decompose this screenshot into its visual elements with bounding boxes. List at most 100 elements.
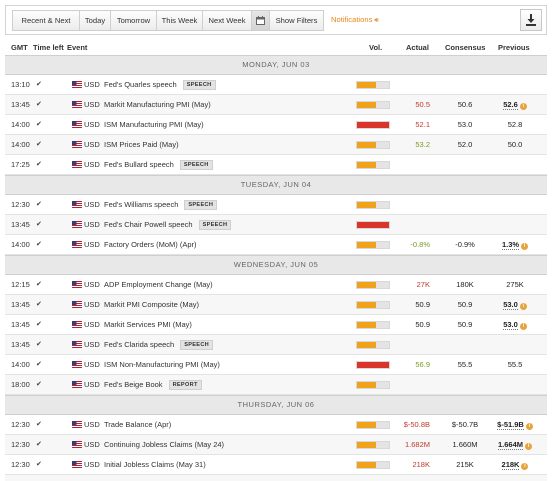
event-name[interactable]: Fed's Clarida speech SPEECH — [104, 335, 214, 355]
event-title[interactable]: ISM Manufacturing PMI (May) — [104, 120, 204, 129]
event-name[interactable]: Factory Orders (MoM) (Apr) — [104, 235, 197, 255]
us-flag-icon — [72, 441, 82, 448]
event-title[interactable]: ISM Prices Paid (May) — [104, 140, 179, 149]
col-gmt[interactable]: GMT — [11, 43, 28, 52]
event-name[interactable]: Trade Balance (Apr) — [104, 415, 171, 435]
revised-info-icon[interactable]: i — [521, 463, 529, 470]
event-name[interactable]: Initial Jobless Claims (May 31) — [104, 455, 206, 475]
event-title[interactable]: Markit PMI Composite (May) — [104, 300, 200, 309]
event-title[interactable]: Fed's Quarles speech — [104, 80, 177, 89]
revised-info-icon[interactable]: i — [519, 323, 527, 330]
col-time-left[interactable]: Time left — [33, 43, 64, 52]
today-button[interactable]: Today — [79, 10, 111, 31]
event-title[interactable]: Trade Balance (Apr) — [104, 420, 172, 429]
download-button[interactable] — [520, 9, 542, 31]
col-actual[interactable]: Actual — [406, 43, 429, 52]
event-name[interactable]: Fed's Williams speech SPEECH — [104, 195, 218, 215]
event-time: 13:45 — [11, 340, 30, 349]
revised-info-icon[interactable]: i — [519, 103, 527, 110]
event-title[interactable]: Fed's Beige Book — [104, 380, 163, 389]
volatility-bar — [356, 381, 390, 389]
event-row[interactable]: 13:45 ✔ USD Fed's Chair Powell speech SPEECH — [5, 215, 547, 235]
event-title[interactable]: Initial Jobless Claims (May 31) — [104, 460, 206, 469]
event-title[interactable]: Continuing Jobless Claims (May 24) — [104, 440, 225, 449]
check-icon: ✔ — [36, 475, 42, 481]
event-name[interactable]: Markit Manufacturing PMI (May) — [104, 95, 211, 115]
event-time: 17:25 — [11, 160, 30, 169]
previous-value: 218K i — [485, 455, 545, 475]
event-name[interactable]: ISM Manufacturing PMI (May) — [104, 115, 204, 135]
event-row[interactable]: 13:45 ✔ USD Markit Manufacturing PMI (May) 5… — [5, 95, 547, 115]
actual-value: -1.6% — [390, 475, 430, 481]
revised-info-icon[interactable]: i — [525, 443, 533, 450]
event-row[interactable]: 13:45 ✔ USD Markit PMI Composite (May) 50.9 5… — [5, 295, 547, 315]
event-row[interactable]: 14:00 ✔ USD ISM Non-Manufacturing PMI (May)… — [5, 355, 547, 375]
event-title[interactable]: Fed's Williams speech — [104, 200, 179, 209]
event-title[interactable]: Fed's Clarida speech — [104, 340, 175, 349]
event-name[interactable]: ADP Employment Change (May) — [104, 275, 213, 295]
revised-info-icon[interactable]: i — [519, 303, 527, 310]
event-title[interactable]: Fed's Bullard speech — [104, 160, 174, 169]
revised-info-icon[interactable]: i — [521, 243, 529, 250]
volatility-bar — [356, 301, 390, 309]
next-week-button[interactable]: Next Week — [202, 10, 252, 31]
event-row[interactable]: 13:10 ✔ USD Fed's Quarles speech SPEECH — [5, 75, 547, 95]
event-name[interactable]: Unit Labor Costs (Q1) — [104, 475, 177, 481]
show-filters-button[interactable]: Show Filters — [269, 10, 324, 31]
col-consensus[interactable]: Consensus — [445, 43, 486, 52]
actual-value: 1.682M — [404, 440, 430, 449]
event-title[interactable]: ADP Employment Change (May) — [104, 280, 213, 289]
event-name[interactable]: Fed's Bullard speech SPEECH — [104, 155, 213, 175]
event-row[interactable]: 12:30 ✔ USD Continuing Jobless Claims (May … — [5, 435, 547, 455]
previous-number: 52.8 — [507, 120, 523, 129]
event-time: 12:30 — [11, 420, 30, 429]
check-icon: ✔ — [36, 341, 42, 348]
event-row[interactable]: 17:25 ✔ USD Fed's Bullard speech SPEECH — [5, 155, 547, 175]
event-title[interactable]: ISM Non-Manufacturing PMI (May) — [104, 360, 220, 369]
event-row[interactable]: 18:00 ✔ USD Fed's Beige Book REPORT — [5, 375, 547, 395]
notifications-toggle[interactable]: Notifications 🔊︎ — [331, 10, 379, 31]
event-row[interactable]: 12:30 ✔ USD Fed's Williams speech SPEECH — [5, 195, 547, 215]
volatility-bar — [356, 241, 390, 249]
col-event[interactable]: Event — [67, 43, 88, 52]
previous-number: 52.6 — [503, 100, 518, 110]
event-name[interactable]: Markit Services PMI (May) — [104, 315, 192, 335]
event-row[interactable]: 12:15 ✔ USD ADP Employment Change (May) 27K 1… — [5, 275, 547, 295]
event-name[interactable]: Fed's Beige Book REPORT — [104, 375, 202, 395]
event-type-badge: REPORT — [168, 380, 202, 390]
us-flag-icon — [72, 341, 82, 348]
event-row[interactable]: 13:45 ✔ USD Fed's Clarida speech SPEECH — [5, 335, 547, 355]
event-title[interactable]: Fed's Chair Powell speech — [104, 220, 193, 229]
event-row[interactable]: 14:00 ✔ USD ISM Manufacturing PMI (May) 52.1… — [5, 115, 547, 135]
tomorrow-button[interactable]: Tomorrow — [110, 10, 157, 31]
event-row[interactable]: 14:00 ✔ USD ISM Prices Paid (May) 53.2 52.0 50… — [5, 135, 547, 155]
volatility-bar — [356, 321, 390, 329]
event-currency: USD — [84, 160, 100, 169]
event-row[interactable]: 12:30✔USDUnit Labor Costs (Q1)-1.6%-0.8%… — [5, 475, 547, 481]
col-previous[interactable]: Previous — [498, 43, 530, 52]
event-row[interactable]: 14:00 ✔ USD Factory Orders (MoM) (Apr) -0.8%… — [5, 235, 547, 255]
recent-next-button[interactable]: Recent & Next — [12, 10, 80, 31]
event-name[interactable]: Markit PMI Composite (May) — [104, 295, 199, 315]
date-row: TUESDAY, JUN 04 — [5, 175, 547, 195]
event-currency: USD — [84, 380, 100, 389]
event-name[interactable]: ISM Non-Manufacturing PMI (May) — [104, 355, 220, 375]
event-title[interactable]: Markit Manufacturing PMI (May) — [104, 100, 211, 109]
event-row[interactable]: 13:45 ✔ USD Markit Services PMI (May) 50.9 50… — [5, 315, 547, 335]
volatility-bar — [356, 201, 390, 209]
event-name[interactable]: Fed's Chair Powell speech SPEECH — [104, 215, 232, 235]
calendar-picker-button[interactable] — [251, 10, 270, 31]
revised-info-icon[interactable]: i — [525, 423, 533, 430]
this-week-button[interactable]: This Week — [156, 10, 203, 31]
event-name[interactable]: ISM Prices Paid (May) — [104, 135, 179, 155]
event-name[interactable]: Fed's Quarles speech SPEECH — [104, 75, 216, 95]
col-vol[interactable]: Vol. — [369, 43, 383, 52]
event-title[interactable]: Markit Services PMI (May) — [104, 320, 192, 329]
event-row[interactable]: 12:30 ✔ USD Initial Jobless Claims (May 31)… — [5, 455, 547, 475]
event-row[interactable]: 12:30 ✔ USD Trade Balance (Apr) $-50.8B $-50.… — [5, 415, 547, 435]
event-title[interactable]: Factory Orders (MoM) (Apr) — [104, 240, 197, 249]
event-currency: USD — [84, 240, 100, 249]
event-time: 13:45 — [11, 320, 30, 329]
event-time: 14:00 — [11, 360, 30, 369]
event-name[interactable]: Continuing Jobless Claims (May 24) — [104, 435, 224, 455]
